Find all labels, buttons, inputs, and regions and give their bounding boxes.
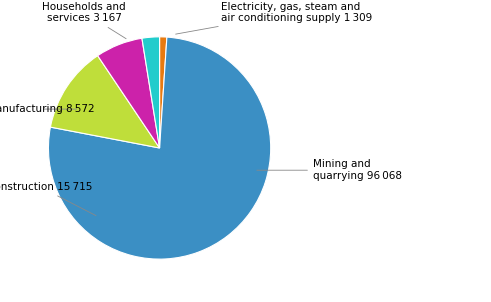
Text: Mining and
quarrying 96 068: Mining and quarrying 96 068	[257, 159, 402, 181]
Text: Construction 15 715: Construction 15 715	[0, 182, 96, 216]
Text: Manufacturing 8 572: Manufacturing 8 572	[0, 104, 95, 114]
Wedge shape	[98, 38, 160, 148]
Wedge shape	[142, 37, 160, 148]
Wedge shape	[51, 56, 160, 148]
Text: Electricity, gas, steam and
air conditioning supply 1 309: Electricity, gas, steam and air conditio…	[176, 2, 372, 34]
Wedge shape	[49, 37, 271, 259]
Wedge shape	[160, 37, 167, 148]
Text: Households and
services 3 167: Households and services 3 167	[42, 2, 126, 39]
